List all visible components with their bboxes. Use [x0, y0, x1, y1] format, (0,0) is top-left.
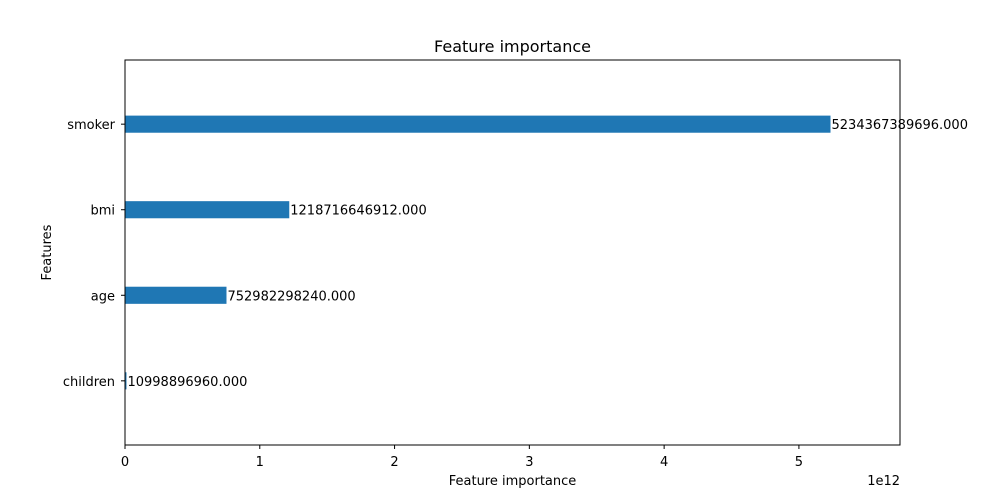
x-tick-label-1: 1	[256, 455, 264, 470]
y-tick-label-children: children	[63, 375, 115, 390]
chart-title: Feature importance	[434, 37, 591, 56]
y-axis-label: Features	[40, 224, 55, 280]
bar-value-label-age: 752982298240.000	[227, 289, 355, 304]
x-axis-scale-label: 1e12	[867, 474, 900, 489]
bar-age	[125, 286, 227, 304]
x-tick-label-0: 0	[121, 455, 129, 470]
bar-smoker	[125, 115, 831, 133]
x-tick-label-4: 4	[660, 455, 668, 470]
x-tick-label-3: 3	[525, 455, 533, 470]
y-tick-label-bmi: bmi	[90, 204, 115, 219]
plot-area: 10998896960.000 children 752982298240.000 a…	[63, 115, 968, 470]
bar-value-label-bmi: 1218716646912.000	[290, 204, 426, 219]
y-tick-label-age: age	[91, 289, 115, 304]
bar-bmi	[125, 201, 290, 219]
bar-value-label-children: 10998896960.000	[127, 375, 247, 390]
bar-children	[125, 372, 127, 390]
x-tick-label-5: 5	[795, 455, 803, 470]
y-tick-label-smoker: smoker	[67, 118, 115, 133]
x-tick-label-2: 2	[390, 455, 398, 470]
x-axis-label: Feature importance	[449, 474, 577, 489]
axes-frame	[124, 59, 901, 446]
